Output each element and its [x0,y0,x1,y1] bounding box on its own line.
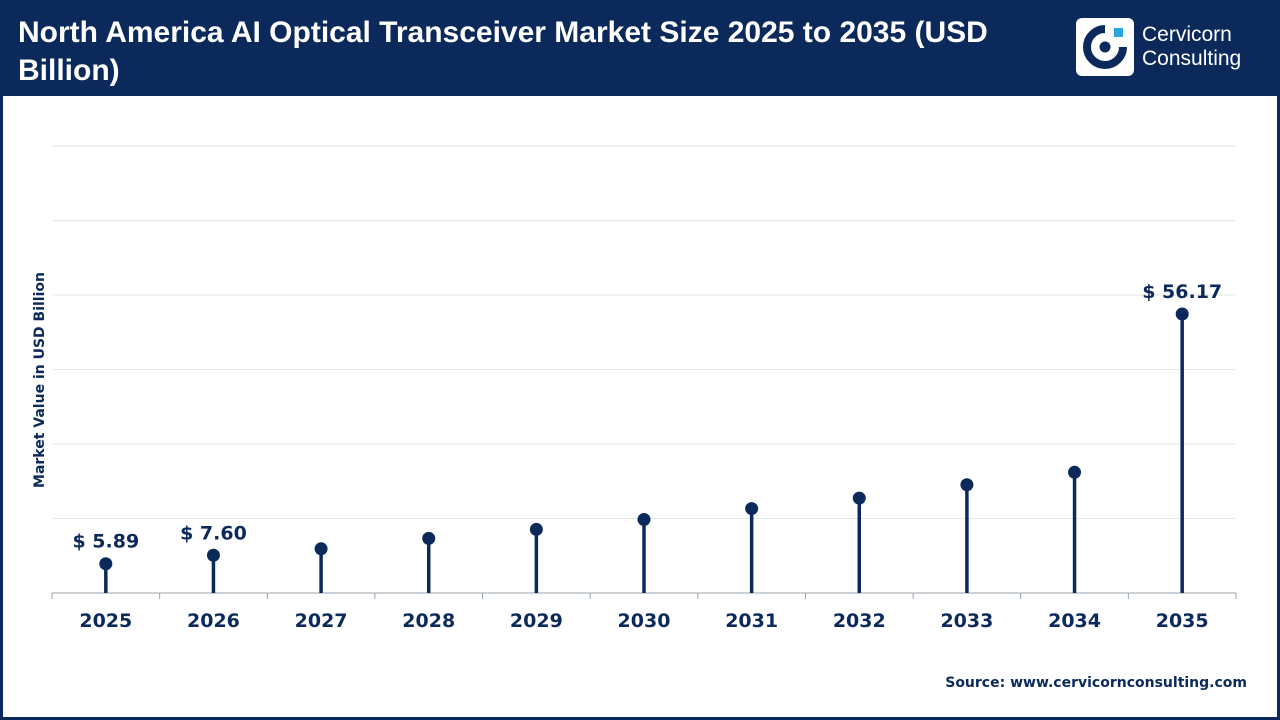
lollipop-point [745,502,759,516]
x-tick-label: 2027 [295,610,348,632]
lollipop-point [529,522,543,536]
data-label: $ 56.17 [1142,281,1222,303]
chart-title: North America AI Optical Transceiver Mar… [18,16,988,87]
y-axis-label: Market Value in USD Billion [32,272,48,488]
x-tick-label: 2028 [402,610,455,632]
x-tick-label: 2035 [1156,610,1209,632]
lollipop-point [637,512,651,526]
lollipop-chart: 2025 $ 5.89 2026 $ 7.60 2027 2028 2029 2030 2031… [51,145,1237,632]
lollipop-point [1175,307,1189,321]
company-logo: Cervicorn Consulting [1076,18,1266,76]
x-tick-label: 2032 [833,610,886,632]
x-tick-label: 2030 [618,610,671,632]
lollipop-point [960,478,974,492]
lollipop-point [422,531,436,545]
lollipop-point [314,542,328,556]
data-label: $ 7.60 [180,522,247,544]
lollipop-point [99,557,113,571]
logo-line-2: Consulting [1142,47,1242,70]
logo-wordmark: Cervicorn Consulting [1142,23,1272,71]
x-tick-label: 2034 [1048,610,1101,632]
x-tick-label: 2031 [725,610,778,632]
logo-icon [1076,18,1134,76]
lollipop-point [852,491,866,505]
header-bar: North America AI Optical Transceiver Mar… [0,0,1280,96]
x-tick-label: 2025 [79,610,132,632]
source-note: Source: www.cervicornconsulting.com [945,675,1247,691]
x-tick-label: 2029 [510,610,563,632]
lollipop-point [206,548,220,562]
x-tick-label: 2033 [940,610,993,632]
lollipop-point [1068,465,1082,479]
logo-line-1: Cervicorn [1142,23,1232,46]
data-label: $ 5.89 [72,531,139,553]
x-tick-label: 2026 [187,610,240,632]
